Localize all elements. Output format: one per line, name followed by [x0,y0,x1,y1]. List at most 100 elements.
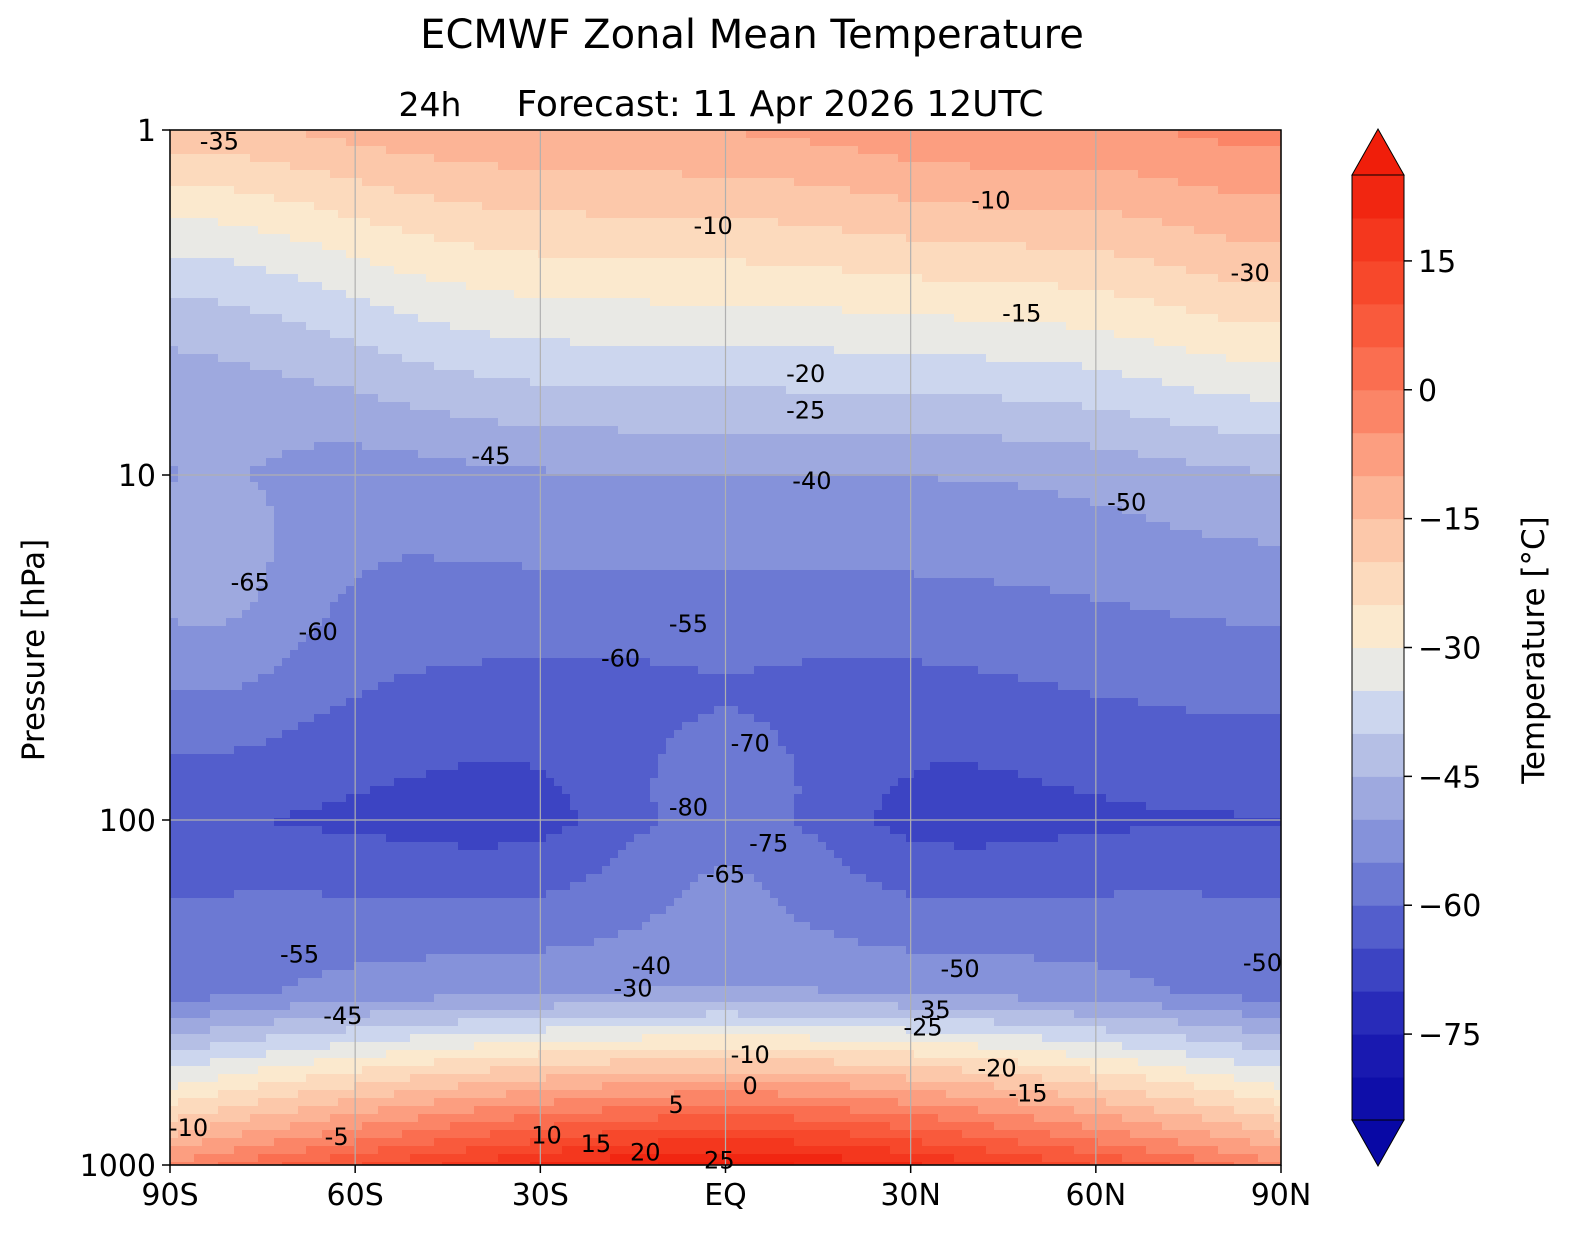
contour-cell [538,210,547,219]
contour-cell [1186,146,1195,155]
contour-cell [1186,210,1195,219]
contour-cell [1106,410,1115,419]
contour-cell [674,242,683,251]
contour-cell [586,330,595,339]
contour-cell [1242,298,1251,307]
contour-cell [890,330,899,339]
contour-cell [578,234,587,243]
contour-cell [826,242,835,251]
contour-cell [602,346,611,355]
contour-cell [290,338,299,347]
contour-cell [818,250,827,259]
contour-cell [786,354,795,363]
contour-cell [570,242,579,251]
contour-cell [1010,210,1019,219]
contour-cell [1170,130,1179,139]
contour-cell [642,274,651,283]
contour-cell [1138,242,1147,251]
contour-cell [1266,234,1275,243]
contour-cell [682,370,691,379]
contour-cell [418,322,427,331]
contour-cell [1026,386,1035,395]
contour-cell [618,386,627,395]
contour-cell [1170,138,1179,147]
contour-cell [282,338,291,347]
contour-cell [498,386,507,395]
contour-cell [1098,298,1107,307]
contour-cell [386,202,395,211]
contour-cell [746,282,755,291]
contour-cell [1098,202,1107,211]
contour-cell [1090,330,1099,339]
contour-cell [1106,162,1115,171]
contour-cell [242,258,251,267]
contour-cell [914,378,923,387]
contour-cell [738,346,747,355]
contour-cell [1026,130,1035,139]
contour-cell [834,338,843,347]
contour-cell [858,410,867,419]
contour-cell [458,274,467,283]
contour-cell [282,194,291,203]
contour-cell [1178,362,1187,371]
contour-cell [642,138,651,147]
contour-cell [586,146,595,155]
contour-cell [1106,194,1115,203]
contour-cell [202,362,211,371]
contour-cell [250,330,259,339]
contour-cell [578,354,587,363]
contour-cell [650,394,659,403]
contour-cell [458,298,467,307]
contour-cell [370,138,379,147]
contour-cell [1018,290,1027,299]
contour-cell [850,218,859,227]
contour-cell [986,242,995,251]
contour-cell [170,130,179,139]
contour-cell [522,154,531,163]
contour-cell [898,138,907,147]
contour-cell [330,138,339,147]
contour-cell [722,258,731,267]
contour-cell [674,170,683,179]
contour-cell [610,354,619,363]
contour-cell [1122,378,1131,387]
contour-cell [858,274,867,283]
contour-cell [834,290,843,299]
contour-cell [1106,266,1115,275]
contour-cell [314,282,323,291]
contour-cell [778,282,787,291]
contour-cell [890,298,899,307]
contour-cell [210,274,219,283]
contour-cell [226,202,235,211]
contour-cell [410,330,419,339]
contour-cell [874,210,883,219]
contour-cell [938,178,947,187]
contour-cell [1114,338,1123,347]
contour-cell [450,346,459,355]
contour-cell [978,218,987,227]
contour-cell [362,234,371,243]
contour-cell [642,314,651,323]
contour-cell [642,226,651,235]
contour-cell [290,210,299,219]
contour-cell [618,186,627,195]
contour-cell [218,322,227,331]
contour-cell [898,202,907,211]
contour-cell [698,266,707,275]
contour-cell [530,354,539,363]
contour-cell [690,354,699,363]
contour-cell [706,162,715,171]
contour-cell [682,362,691,371]
contour-cell [714,194,723,203]
contour-cell [1242,370,1251,379]
contour-cell [1250,266,1259,275]
contour-cell [970,170,979,179]
contour-cell [778,146,787,155]
contour-cell [306,146,315,155]
contour-cell [474,282,483,291]
contour-cell [690,394,699,403]
contour-cell [346,410,355,419]
contour-cell [930,162,939,171]
contour-cell [274,234,283,243]
contour-cell [570,130,579,139]
